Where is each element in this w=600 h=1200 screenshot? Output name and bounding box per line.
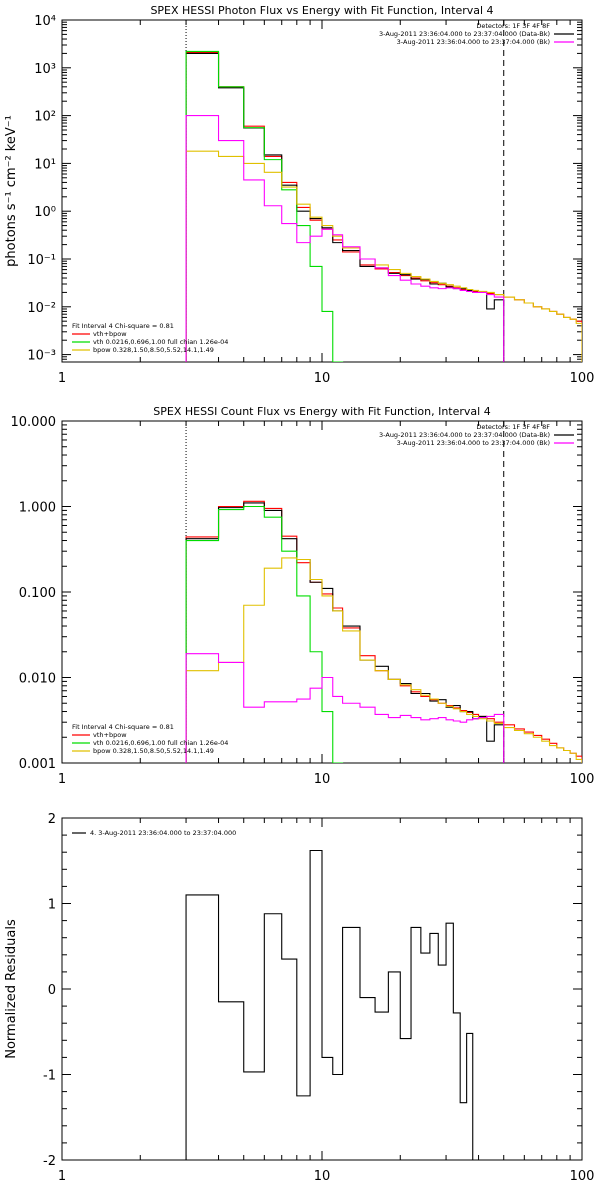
photon-flux-panel: SPEX HESSI Photon Flux vs Energy with Fi… — [4, 4, 594, 386]
count-xtick-label: 100 — [570, 772, 595, 787]
photon-ytick-label: 10⁰ — [34, 205, 56, 220]
photon-legend-bl-3: bpow 0.328,1.50,8.50,5.52,14.1,1.49 — [93, 346, 214, 354]
count-legend-tr-0: Detectors: 1F 3F 4F 8F — [476, 423, 550, 431]
photon-ytick-label: 10⁴ — [34, 14, 56, 29]
count-legend-bl-1: vth+bpow — [93, 731, 127, 739]
residual-ylabel: Normalized Residuals — [4, 919, 19, 1059]
count-series-0-step-line — [185, 500, 582, 763]
photon-series-1-step-line — [185, 52, 505, 362]
photon-legend-bl-2: vth 0.0216,0.696,1.00 full chian 1.26e-0… — [93, 338, 228, 346]
photon-series-3-step-line — [185, 150, 582, 362]
count-legend-bl-0: Fit Interval 4 Chi-square = 0.81 — [72, 723, 174, 731]
count-ytick-label: 0.010 — [19, 672, 56, 687]
photon-series-4-step-line — [185, 115, 505, 362]
residual-ytick-label: 1 — [48, 898, 56, 913]
residuals-panel: Normalized Residuals 1 10 100 -2 -1 0 1 2 4. 3-Au… — [4, 812, 594, 1184]
count-series-2-step-line — [185, 505, 344, 763]
photon-ytick-label: 10⁻³ — [27, 349, 56, 364]
residual-ytick-label: 2 — [48, 812, 56, 827]
photon-xtick-label: 10 — [314, 371, 331, 386]
count-legend-bl-2: vth 0.0216,0.696,1.00 full chian 1.26e-0… — [93, 739, 228, 747]
count-ytick-label: 0.100 — [19, 586, 56, 601]
residual-ytick-label: 0 — [48, 983, 56, 998]
photon-ytick-label: 10² — [34, 110, 56, 125]
photon-ytick-label: 10⁻¹ — [27, 253, 56, 268]
photon-ytick-label: 10³ — [34, 62, 56, 77]
count-ytick-label: 0.001 — [19, 757, 56, 772]
residual-series-0-step-line — [185, 849, 474, 1160]
count-series-3-step-line — [185, 557, 582, 763]
count-series-4-step-line — [185, 653, 505, 763]
residual-xtick-label: 100 — [570, 1169, 595, 1184]
count-ytick-label: 1.000 — [19, 501, 56, 516]
count-title: SPEX HESSI Count Flux vs Energy with Fit… — [153, 405, 490, 418]
photon-ytick-label: 10⁻² — [27, 301, 56, 316]
count-ytick-label: 10.000 — [11, 415, 57, 430]
photon-xtick-label: 100 — [570, 371, 595, 386]
count-legend-bl-3: bpow 0.328,1.50,8.50,5.52,14.1,1.49 — [93, 747, 214, 755]
residual-ytick-label: -2 — [43, 1154, 56, 1169]
photon-legend-tr-2: 3-Aug-2011 23:36:04.000 to 23:37:04.000 … — [397, 38, 550, 46]
photon-legend-tr-1: 3-Aug-2011 23:36:04.000 to 23:37:04.000 … — [379, 30, 550, 38]
count-series-1-step-line — [185, 502, 505, 763]
photon-series-2-step-line — [185, 50, 344, 362]
photon-legend-tr-0: Detectors: 1F 3F 4F 8F — [476, 22, 550, 30]
photon-xtick-label: 1 — [58, 371, 66, 386]
photon-legend-bl-1: vth+bpow — [93, 330, 127, 338]
count-flux-panel: SPEX HESSI Count Flux vs Energy with Fit… — [11, 405, 595, 787]
count-xtick-label: 10 — [314, 772, 331, 787]
photon-series-0-step-line — [185, 51, 582, 362]
photon-ytick-label: 10¹ — [34, 157, 56, 172]
residual-xtick-label: 1 — [58, 1169, 66, 1184]
count-legend-tr-2: 3-Aug-2011 23:36:04.000 to 23:37:04.000 … — [397, 439, 550, 447]
photon-title: SPEX HESSI Photon Flux vs Energy with Fi… — [150, 4, 493, 17]
residual-xtick-label: 10 — [314, 1169, 331, 1184]
photon-ylabel: photons s⁻¹ cm⁻² keV⁻¹ — [4, 115, 19, 267]
count-legend-tr-1: 3-Aug-2011 23:36:04.000 to 23:37:04.000 … — [379, 431, 550, 439]
count-xtick-label: 1 — [58, 772, 66, 787]
residual-legend-tl-0: 4. 3-Aug-2011 23:36:04.000 to 23:37:04.0… — [90, 829, 236, 837]
photon-legend-bl-0: Fit Interval 4 Chi-square = 0.81 — [72, 322, 174, 330]
residual-ytick-label: -1 — [43, 1069, 56, 1084]
